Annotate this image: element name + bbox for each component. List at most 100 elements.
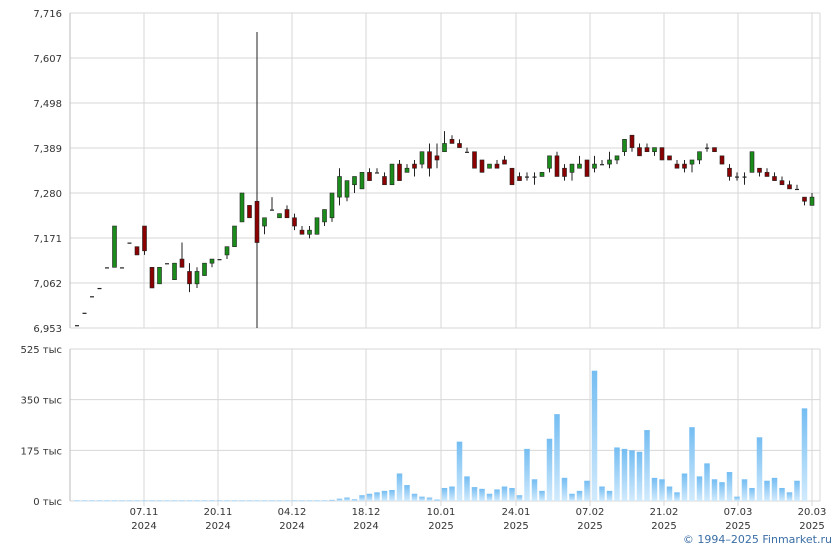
volume-bar <box>771 477 778 501</box>
candle-body-up <box>75 325 79 327</box>
x-tick-label-year: 2025 <box>428 521 453 532</box>
candle-body-up <box>465 151 469 153</box>
volume-bar <box>336 498 343 501</box>
candle-body-up <box>157 267 162 285</box>
volume-bar <box>254 500 260 502</box>
candle <box>795 184 799 191</box>
candle <box>270 197 274 211</box>
volume-bar <box>464 476 470 501</box>
candle-body-down <box>397 163 402 181</box>
volume-bar <box>201 500 208 502</box>
candle <box>352 176 357 193</box>
volume-bar <box>179 500 185 502</box>
price-y-tick-label: 7,171 <box>33 234 62 245</box>
candle-body-down <box>134 246 140 256</box>
volume-bar <box>546 438 553 501</box>
price-y-tick-label: 7,498 <box>33 99 62 110</box>
candle-body-up <box>217 259 222 261</box>
candle-body-up <box>277 213 282 219</box>
candle <box>779 176 785 186</box>
volume-bar <box>149 500 155 502</box>
volume-bar <box>306 500 313 502</box>
candle <box>194 267 200 288</box>
candle <box>614 155 620 165</box>
candle-body-up <box>82 312 87 314</box>
candle <box>344 180 350 202</box>
candle-body-up <box>532 176 537 178</box>
candle-body-up <box>322 209 327 223</box>
candle-body-up <box>442 143 447 153</box>
candle-body-down <box>764 172 770 177</box>
candle <box>532 172 537 185</box>
candle <box>434 143 440 169</box>
volume-bar <box>591 370 598 501</box>
volume-bar <box>134 500 140 502</box>
volume-bar <box>674 492 680 501</box>
candle <box>299 226 305 235</box>
candle <box>224 246 230 260</box>
candle <box>120 267 124 269</box>
candle-body-up <box>607 159 612 165</box>
volume-bar <box>321 500 328 502</box>
candle <box>165 263 169 265</box>
candle <box>239 192 245 223</box>
candle-body-up <box>202 262 207 276</box>
candle <box>254 31 260 328</box>
volume-bar <box>516 495 523 501</box>
candle-body-up <box>795 188 799 191</box>
candle <box>382 172 387 186</box>
candle-body-up <box>344 180 350 198</box>
candle <box>705 143 709 152</box>
candle-body-down <box>284 209 290 219</box>
volume-bar <box>381 490 388 501</box>
candle <box>562 164 567 181</box>
candle <box>487 163 492 169</box>
volume-bar <box>786 492 793 501</box>
candle <box>607 151 612 169</box>
candle <box>329 192 335 222</box>
candle-body-up <box>569 163 575 173</box>
candle-body-up <box>127 242 132 244</box>
candle <box>375 168 379 174</box>
candle <box>735 172 739 181</box>
candle-body-up <box>742 176 747 178</box>
candle-body-up <box>90 296 94 298</box>
volume-bar <box>614 447 620 501</box>
volume-bar <box>704 463 710 501</box>
copyright-text: © 1994–2025 Finmarket.ru <box>682 533 832 546</box>
x-tick-label-year: 2025 <box>725 521 750 532</box>
candle <box>667 155 672 161</box>
candle <box>427 143 432 177</box>
candle-body-down <box>292 217 297 227</box>
candle <box>689 159 695 173</box>
x-tick-label-year: 2025 <box>651 521 676 532</box>
candle-body-up <box>404 167 410 173</box>
volume-y-tick-label: 350 тыс <box>21 396 62 407</box>
candle-body-down <box>247 205 252 219</box>
price-y-tick-label: 7,607 <box>33 54 62 65</box>
volume-bar <box>351 499 358 501</box>
candle-body-down <box>554 155 560 177</box>
candle-body-up <box>314 217 320 235</box>
volume-bar <box>531 479 538 501</box>
candle <box>509 167 515 186</box>
candle <box>584 159 590 177</box>
candle <box>142 225 147 255</box>
candle-body-up <box>224 246 230 256</box>
candle <box>172 262 177 280</box>
x-tick-label-day: 18.12 <box>352 507 381 518</box>
candle-body-up <box>419 151 425 165</box>
x-tick-label-day: 21.02 <box>650 507 679 518</box>
candle <box>772 172 777 181</box>
candle <box>727 164 732 181</box>
candle-body-down <box>382 176 387 186</box>
volume-y-tick-label: 175 тыс <box>21 446 62 457</box>
candle <box>337 168 342 206</box>
candle <box>659 147 665 161</box>
volume-bar <box>164 500 170 502</box>
candle <box>569 163 575 181</box>
candle-body-up <box>262 217 267 227</box>
candle-body-down <box>479 159 485 173</box>
candle-body-down <box>659 147 665 161</box>
